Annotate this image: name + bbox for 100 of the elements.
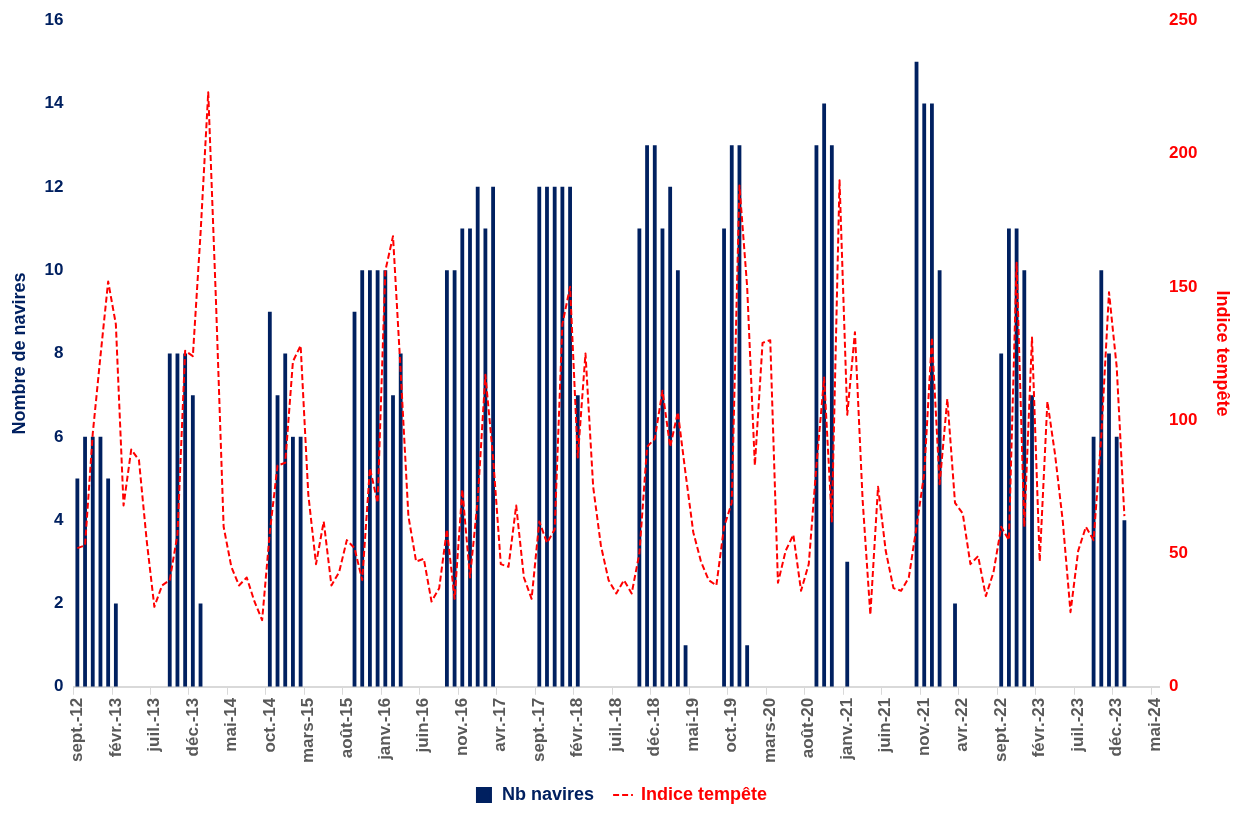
- bar: [668, 186, 673, 687]
- x-tick-label: avr.-17: [490, 697, 510, 752]
- x-tick-label: août-20: [798, 697, 818, 759]
- bar: [652, 145, 657, 687]
- x-tick-label: sept.-22: [990, 697, 1010, 763]
- bar: [468, 228, 472, 687]
- x-tick-label: nov.-16: [451, 697, 471, 757]
- bar: [190, 395, 195, 687]
- x-tick-label: févr.-23: [1029, 697, 1049, 758]
- bar: [491, 186, 495, 687]
- x-tick-label: déc.-23: [1106, 697, 1126, 757]
- x-tick-label: juil.-23: [1067, 697, 1087, 753]
- x-tick-label: mars-20: [759, 697, 779, 764]
- x-tick-label: oct.-19: [721, 697, 741, 753]
- y-tick-label: 2: [54, 593, 64, 613]
- bar: [537, 186, 542, 687]
- bar: [1107, 353, 1111, 687]
- bar: [360, 270, 365, 687]
- line-series: [76, 91, 1126, 622]
- bar: [637, 228, 642, 687]
- y2-tick-label: 250: [1169, 9, 1198, 29]
- bar: [545, 186, 549, 687]
- y2-tick-label: 100: [1169, 409, 1198, 429]
- bar: [937, 270, 942, 687]
- bar: [645, 145, 649, 687]
- bar: [575, 395, 580, 687]
- y-tick-label: 16: [44, 9, 64, 29]
- bar: [90, 436, 95, 687]
- bar: [1114, 436, 1119, 687]
- bar: [1122, 520, 1127, 687]
- x-tick-label: mai-24: [1144, 697, 1164, 752]
- x-tick-label: janv.-16: [375, 697, 394, 761]
- bar: [675, 270, 680, 687]
- bar: [845, 561, 850, 687]
- x-tick-label: déc.-13: [182, 697, 202, 757]
- bar: [291, 436, 295, 687]
- bar: [460, 228, 465, 687]
- y-tick-label: 0: [54, 676, 64, 696]
- y-tick-label: 12: [44, 176, 64, 196]
- x-tick-label: juil.-13: [144, 697, 164, 753]
- bar: [999, 353, 1004, 687]
- bar: [267, 311, 272, 687]
- y2-tick-label: 0: [1169, 676, 1179, 696]
- bar: [475, 186, 480, 687]
- bar: [552, 186, 557, 687]
- y-tick-label: 4: [54, 509, 65, 529]
- y-tick-label: 8: [54, 343, 64, 363]
- bar: [183, 353, 188, 687]
- bar: [729, 145, 734, 687]
- x-tick-label: sept.-12: [67, 697, 87, 763]
- bar: [745, 645, 750, 687]
- y-tick-label: 6: [54, 426, 64, 446]
- x-tick-label: juil.-18: [605, 697, 625, 753]
- bar: [283, 353, 288, 687]
- bar: [106, 478, 111, 687]
- y-tick-label: 10: [44, 259, 64, 279]
- x-tick-label: juin-16: [413, 697, 433, 754]
- bar: [298, 436, 303, 687]
- bar: [75, 478, 80, 687]
- bar: [568, 186, 572, 687]
- x-tick-label: janv.-21: [836, 697, 856, 761]
- y-tick-label: 14: [44, 93, 65, 113]
- bar: [391, 395, 395, 687]
- bar: [722, 228, 726, 687]
- x-tick-label: août-15: [336, 697, 356, 759]
- bar: [1099, 270, 1104, 687]
- x-tick-label: oct.-14: [259, 697, 279, 753]
- x-tick-label: juin-21: [875, 697, 895, 754]
- bar: [368, 270, 372, 687]
- bar: [1030, 395, 1034, 687]
- y2-axis-title: Indice tempête: [1213, 290, 1234, 417]
- bar: [398, 353, 403, 687]
- x-tick-label: sept.-17: [528, 697, 548, 763]
- bar: [167, 353, 172, 687]
- x-tick-label: déc.-18: [644, 697, 664, 757]
- x-tick-label: nov.-21: [913, 697, 933, 757]
- y-axis-title: Nombre de navires: [8, 272, 29, 435]
- bar: [822, 103, 827, 687]
- x-tick-label: févr.-13: [105, 697, 125, 758]
- bar: [1091, 436, 1096, 687]
- bar: [452, 270, 457, 687]
- y2-tick-label: 200: [1169, 143, 1198, 163]
- bar: [375, 270, 380, 687]
- bar: [953, 603, 957, 687]
- x-tick-label: mars-15: [298, 697, 318, 764]
- bar: [483, 228, 488, 687]
- bar: [83, 436, 87, 687]
- x-tick-label: mai-14: [221, 697, 241, 752]
- bar: [1007, 228, 1011, 687]
- y2-tick-label: 50: [1169, 543, 1188, 563]
- x-tick-label: avr.-22: [952, 697, 972, 752]
- x-tick-label: mai-19: [682, 697, 702, 752]
- bar: [922, 103, 927, 687]
- x-tick-label: févr.-18: [567, 697, 587, 758]
- bar: [560, 186, 565, 687]
- bar: [444, 270, 449, 687]
- bar: [383, 270, 388, 687]
- y2-tick-label: 150: [1169, 276, 1198, 296]
- bar: [930, 103, 934, 687]
- legend-label: Indice tempête: [641, 783, 768, 804]
